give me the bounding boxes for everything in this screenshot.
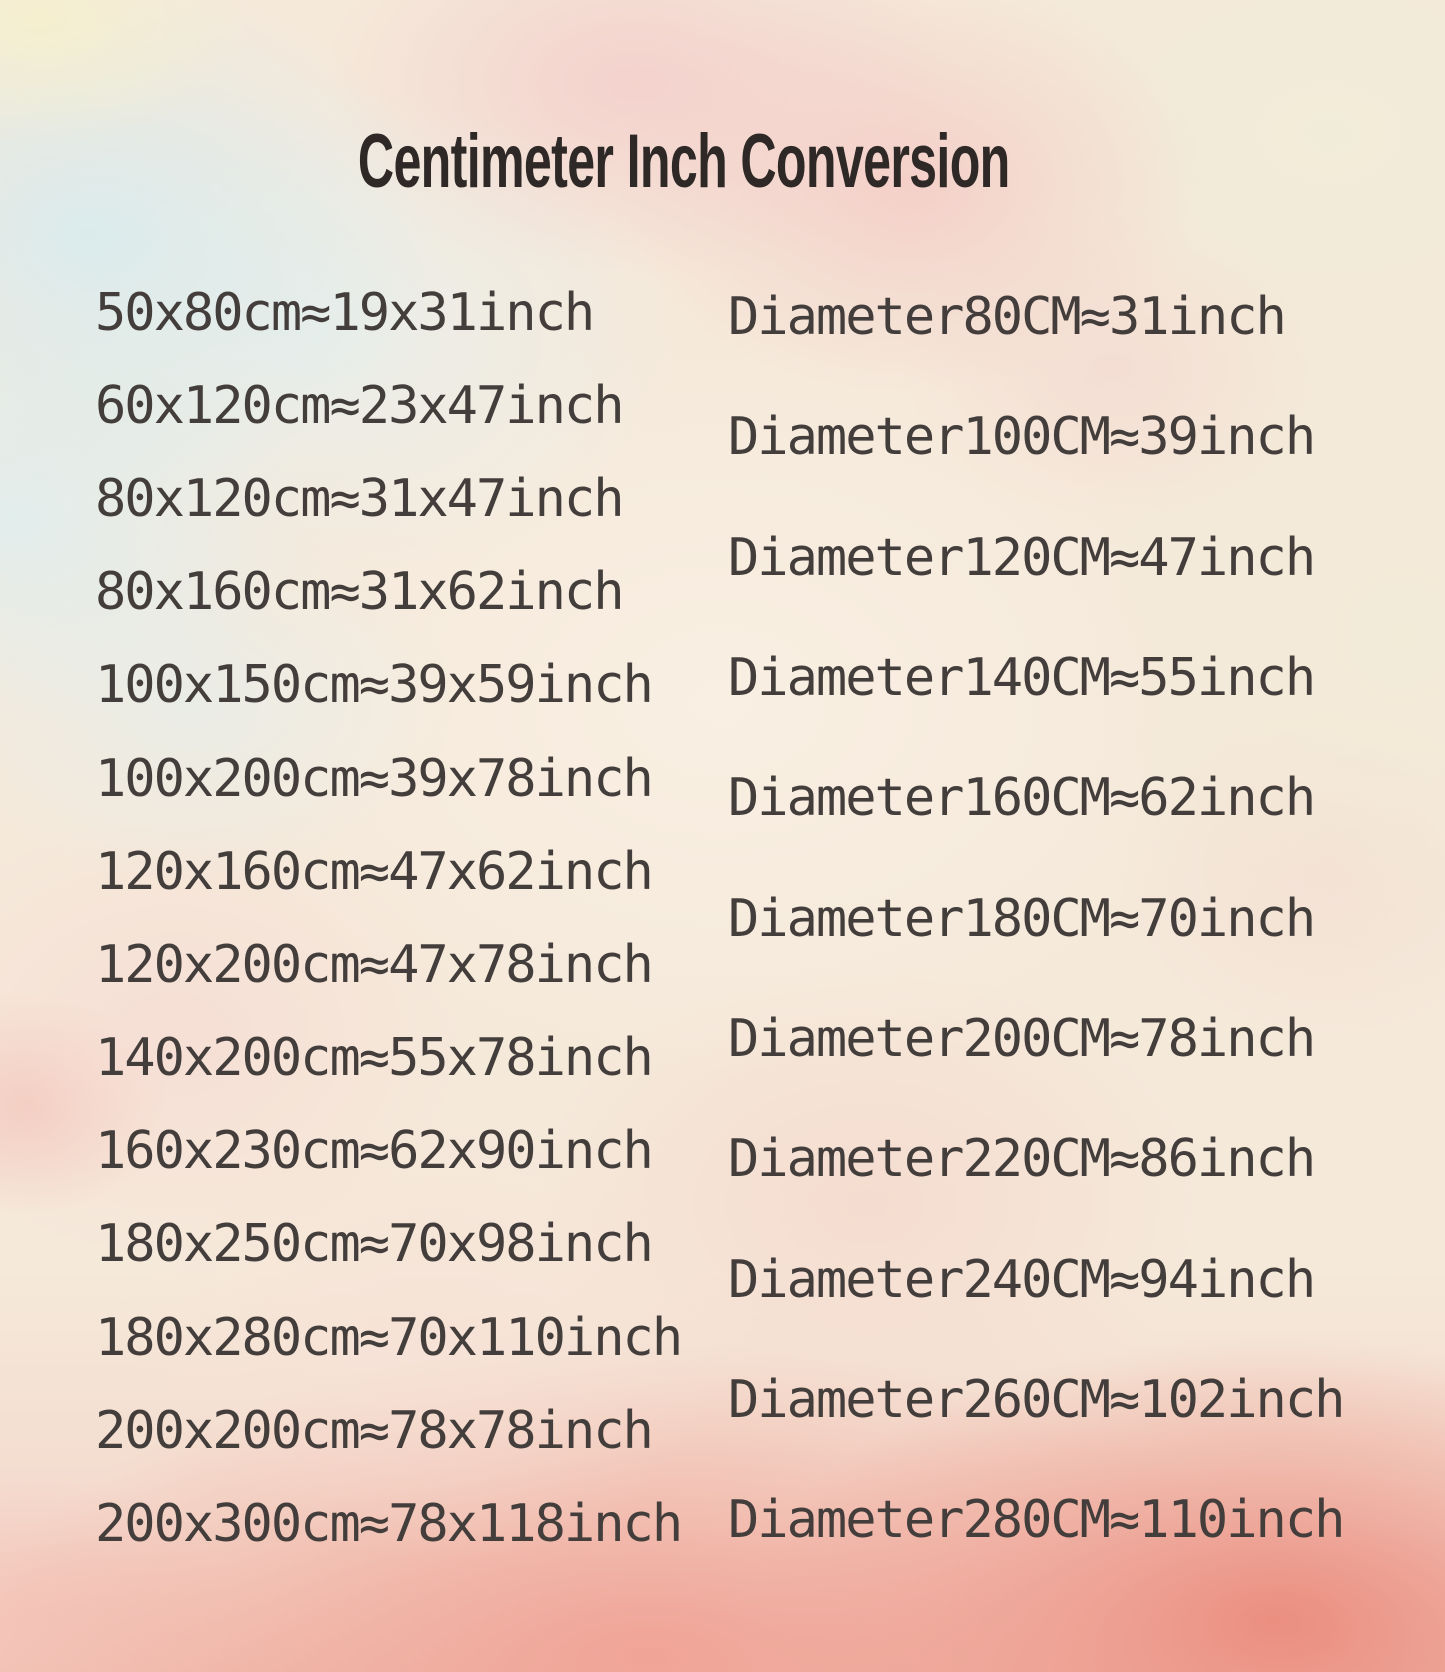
diameter-conversion-row: Diameter80CM≈31inch	[728, 287, 1287, 348]
size-conversion-row: 80x120cm≈31x47inch	[95, 468, 625, 529]
diameter-conversion-row: Diameter260CM≈102inch	[728, 1369, 1345, 1430]
diameter-conversion-row: Diameter180CM≈70inch	[728, 888, 1316, 949]
size-conversion-row: 120x160cm≈47x62inch	[95, 841, 654, 902]
size-conversion-row: 50x80cm≈19x31inch	[95, 282, 595, 343]
size-conversion-row: 120x200cm≈47x78inch	[95, 934, 654, 995]
size-conversion-row: 200x300cm≈78x118inch	[95, 1494, 683, 1555]
diameter-conversion-row: Diameter280CM≈110inch	[728, 1490, 1345, 1551]
size-conversion-row: 100x150cm≈39x59inch	[95, 655, 654, 716]
diameter-conversion-row: Diameter220CM≈86inch	[728, 1129, 1316, 1190]
page-title: Centimeter Inch Conversion	[0, 124, 1368, 200]
size-conversion-row: 60x120cm≈23x47inch	[95, 375, 625, 436]
size-conversion-row: 180x250cm≈70x98inch	[95, 1214, 654, 1275]
diameter-conversion-row: Diameter200CM≈78inch	[728, 1008, 1316, 1069]
size-conversion-row: 200x200cm≈78x78inch	[95, 1400, 654, 1461]
size-conversion-row: 160x230cm≈62x90inch	[95, 1121, 654, 1182]
size-conversion-row: 100x200cm≈39x78inch	[95, 748, 654, 809]
page-title-text: Centimeter Inch Conversion	[358, 119, 1010, 204]
diameter-conversion-row: Diameter120CM≈47inch	[728, 527, 1316, 588]
rectangular-sizes-column: 50x80cm≈19x31inch 60x120cm≈23x47inch 80x…	[95, 266, 683, 1571]
diameter-conversion-row: Diameter240CM≈94inch	[728, 1249, 1316, 1310]
size-conversion-row: 180x280cm≈70x110inch	[95, 1307, 683, 1368]
size-conversion-row: 80x160cm≈31x62inch	[95, 562, 625, 623]
diameter-conversion-row: Diameter100CM≈39inch	[728, 407, 1316, 468]
diameter-conversion-row: Diameter140CM≈55inch	[728, 648, 1316, 709]
diameter-sizes-column: Diameter80CM≈31inch Diameter100CM≈39inch…	[728, 257, 1345, 1580]
size-conversion-row: 140x200cm≈55x78inch	[95, 1028, 654, 1089]
diameter-conversion-row: Diameter160CM≈62inch	[728, 768, 1316, 829]
